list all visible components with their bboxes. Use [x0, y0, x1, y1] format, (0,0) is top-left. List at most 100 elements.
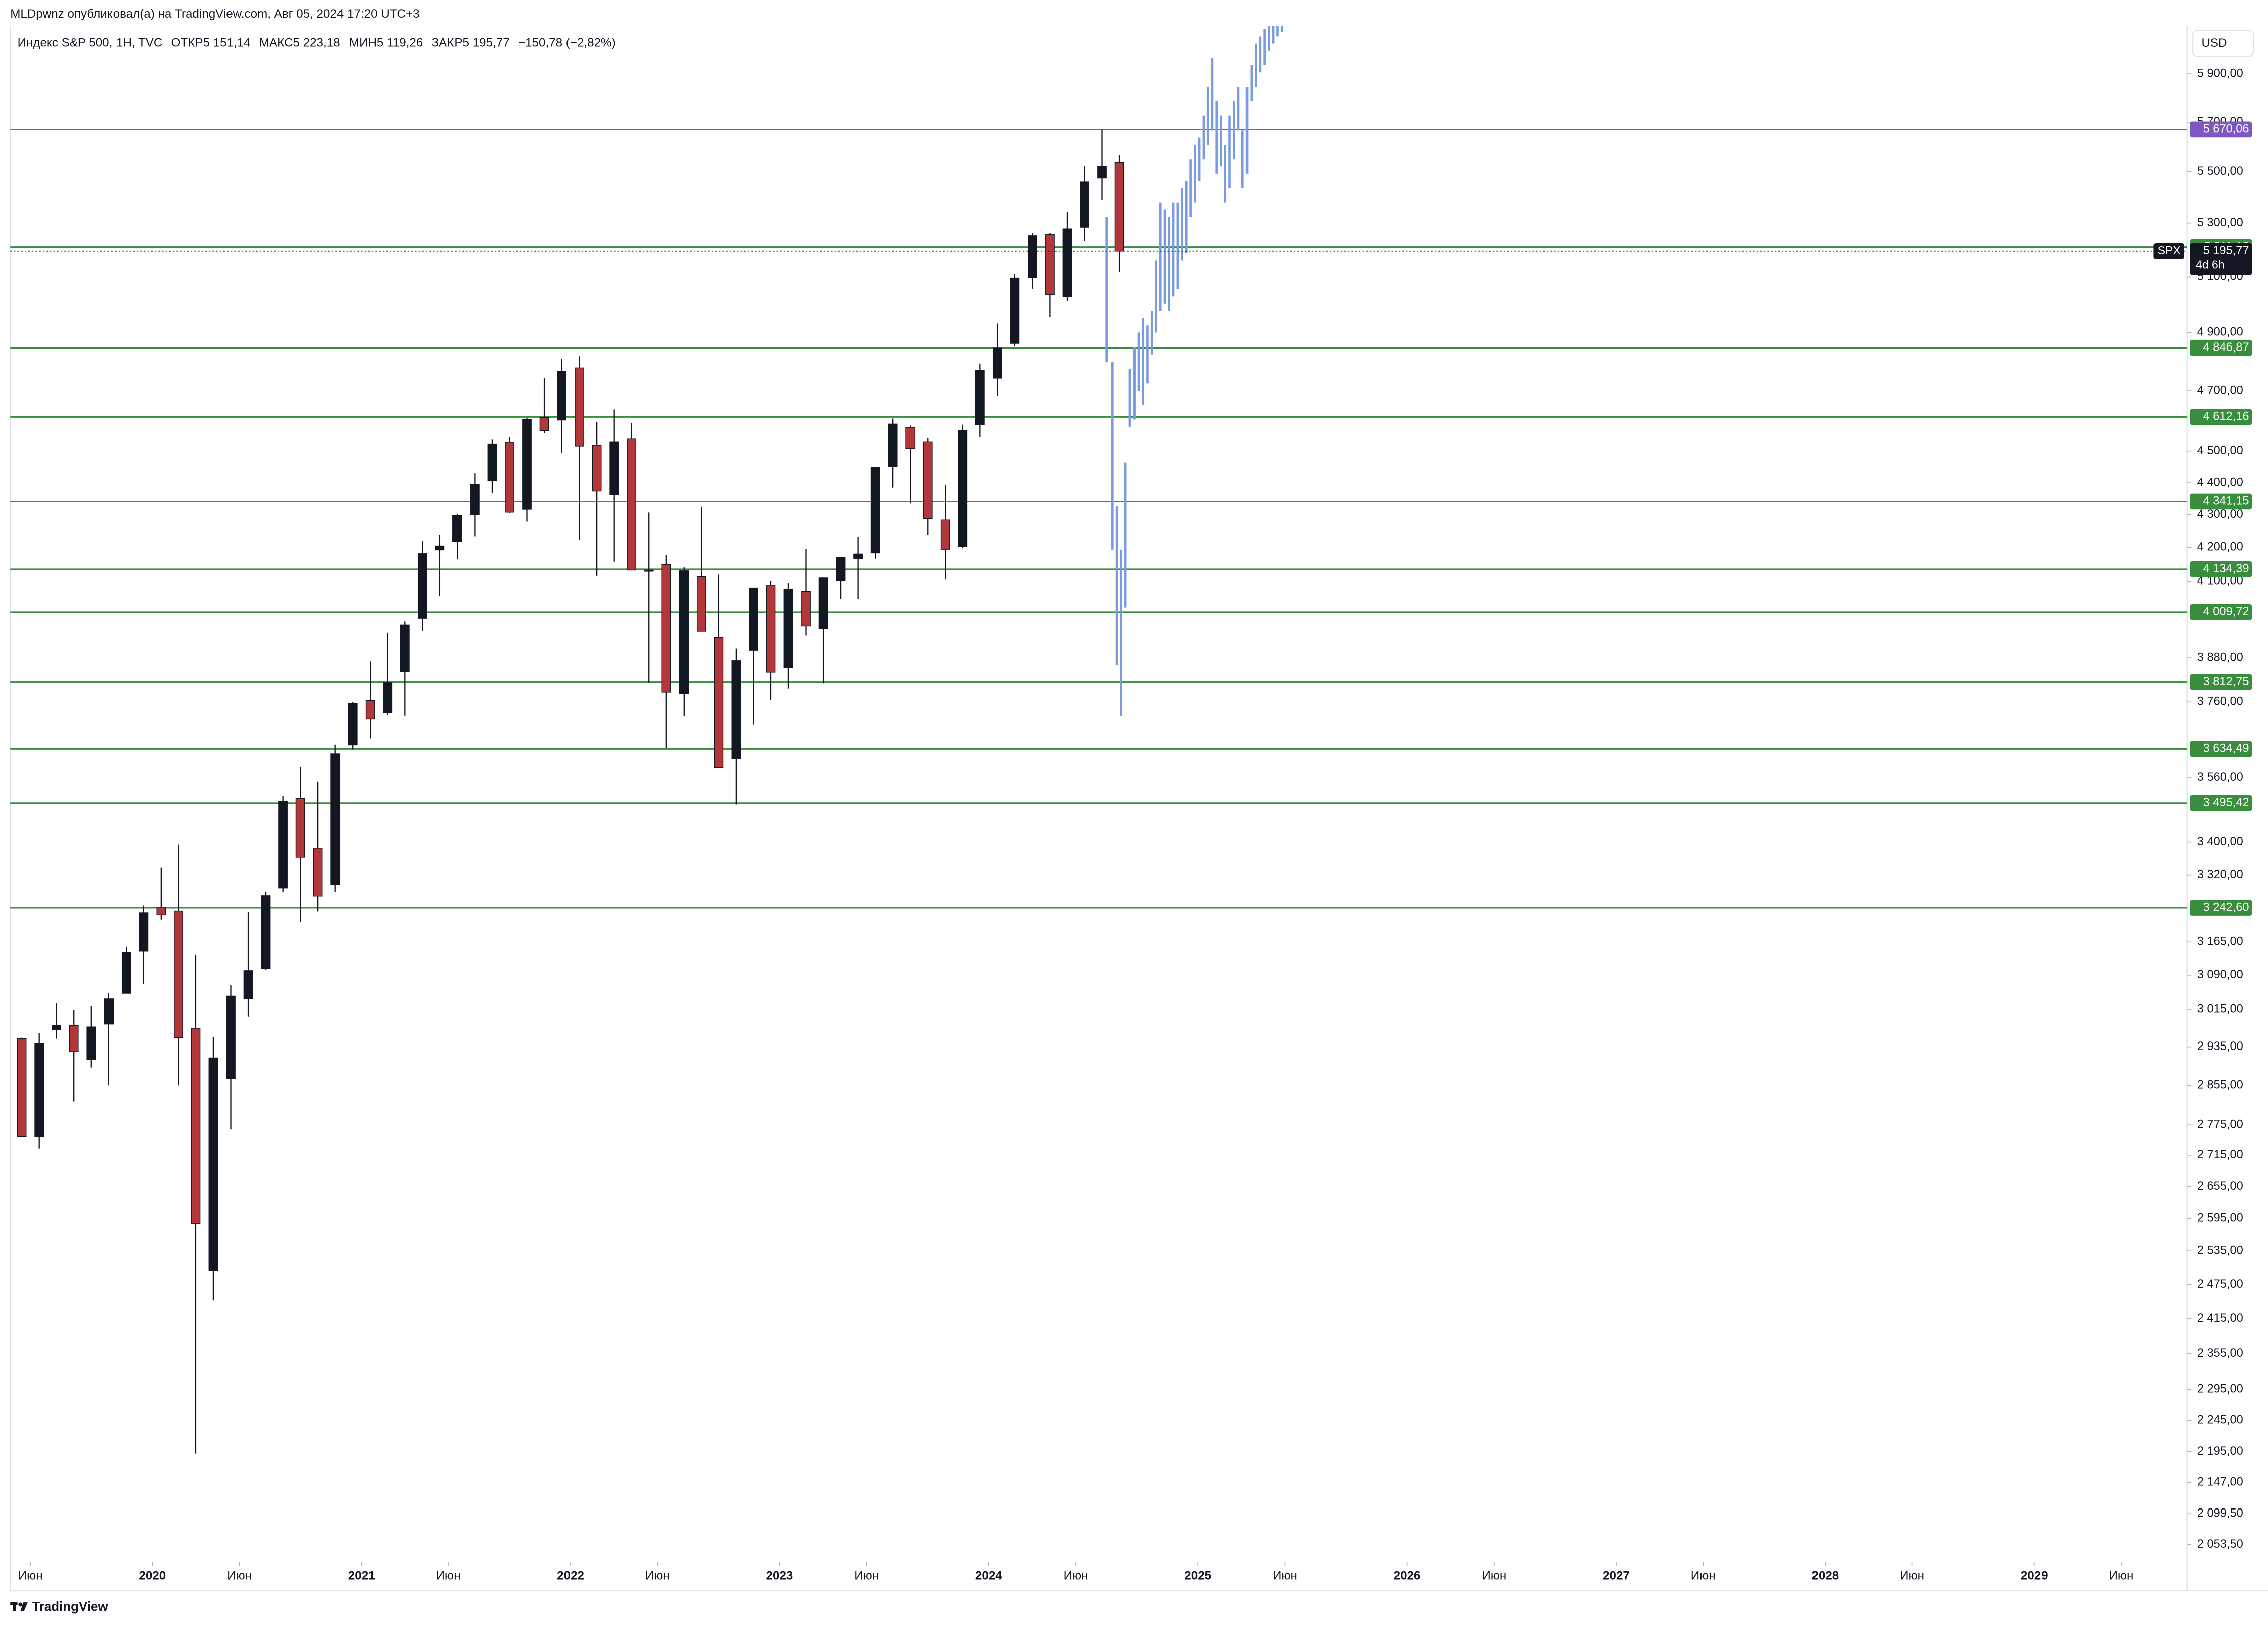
x-tick-label: Июн: [1900, 1569, 1924, 1583]
currency-button[interactable]: [2192, 30, 2254, 57]
x-tick-label: Июн: [854, 1569, 879, 1583]
y-tick-label: 2 099,50: [2197, 1507, 2243, 1520]
level-label: 3 242,60: [2203, 901, 2249, 914]
footer-logo: [10, 1602, 28, 1611]
y-tick-label: 4 300,00: [2197, 508, 2243, 521]
candle-body: [592, 445, 602, 492]
level-badge: [2190, 674, 2252, 690]
logo-part: [18, 1602, 23, 1607]
candle-body: [139, 912, 149, 952]
y-tick-label: 4 500,00: [2197, 444, 2243, 457]
level-badge: [2190, 121, 2252, 138]
candle-body: [295, 798, 305, 858]
candle-body: [348, 703, 358, 746]
candle-body: [261, 895, 271, 969]
y-tick-label: 2 655,00: [2197, 1180, 2243, 1193]
candle-body: [1097, 166, 1107, 179]
legend-field-value: 5 195,77: [463, 36, 510, 50]
symbol-badge: [2153, 243, 2184, 259]
y-tick-label: 4 400,00: [2197, 476, 2243, 489]
candle-body: [383, 682, 393, 713]
y-tick-label: 4 200,00: [2197, 540, 2243, 553]
level-badge: [2190, 900, 2252, 916]
candle-body: [400, 624, 410, 672]
footer-brand: TradingView: [32, 1600, 108, 1614]
y-tick-label: 2 053,50: [2197, 1538, 2243, 1551]
candle-body: [1010, 277, 1020, 344]
level-label: 4 846,87: [2203, 341, 2249, 354]
candle-body: [86, 1026, 96, 1060]
candle-body: [1045, 234, 1055, 295]
x-tick-label: Июн: [227, 1569, 252, 1583]
level-label: 3 634,49: [2203, 742, 2249, 755]
x-tick-label: Июн: [1273, 1569, 1297, 1583]
candle-body: [69, 1025, 79, 1052]
level-label: 5 670,06: [2203, 123, 2249, 136]
legend-field-label: МИН: [349, 36, 377, 50]
candle-body: [522, 419, 532, 510]
candle-body: [870, 467, 880, 554]
candle-body: [1080, 181, 1089, 228]
x-tick-label: Июн: [2109, 1569, 2133, 1583]
y-tick-label: 5 300,00: [2197, 216, 2243, 229]
candle-body: [940, 519, 950, 550]
x-tick-label: 2020: [139, 1569, 166, 1583]
level-label: 4 341,15: [2203, 495, 2249, 508]
x-tick-label: 2028: [1811, 1569, 1839, 1583]
candle-body: [452, 515, 462, 542]
y-tick-label: 2 775,00: [2197, 1118, 2243, 1131]
candle-body: [766, 585, 776, 673]
candle-body: [749, 587, 758, 651]
candle-body: [278, 801, 288, 889]
candle-body: [243, 970, 253, 999]
candle-body: [505, 442, 514, 513]
legend-text: Индекс S&P 500, 1H, TVC ОТКР5 151,14 МАКС 5…: [18, 36, 616, 50]
candle-body: [208, 1057, 218, 1271]
candle-body: [975, 370, 985, 425]
candle-body: [487, 443, 497, 482]
candle-body: [417, 553, 427, 619]
y-tick-label: 2 245,00: [2197, 1414, 2243, 1427]
legend-field-value: 5 151,14: [203, 36, 250, 50]
candle-body: [801, 591, 811, 627]
symbol-label: SPX: [2158, 244, 2181, 257]
legend-symbol: Индекс S&P 500, 1H, TVC: [18, 36, 163, 50]
candle-body: [679, 570, 689, 694]
y-tick-label: 2 535,00: [2197, 1244, 2243, 1257]
x-tick-label: Июн: [436, 1569, 461, 1583]
x-tick-label: 2024: [975, 1569, 1002, 1583]
y-tick-label: 3 320,00: [2197, 868, 2243, 881]
level-badge: [2190, 741, 2252, 757]
y-tick-label: 3 400,00: [2197, 835, 2243, 848]
y-tick-label: 2 595,00: [2197, 1212, 2243, 1225]
candle-body: [1114, 162, 1124, 252]
x-tick-label: 2025: [1184, 1569, 1211, 1583]
candle-body: [836, 557, 846, 581]
currency-label: USD: [2201, 36, 2227, 50]
candle-body: [330, 753, 341, 885]
last-price-label: 5 195,77: [2203, 244, 2249, 257]
legend-field-label: МАКС: [259, 36, 293, 50]
candle-body: [731, 660, 741, 759]
x-tick-label: Июн: [645, 1569, 670, 1583]
level-badge: [2190, 604, 2252, 620]
attribution: MLDpwnz опубликовал(а) на TradingView.co…: [10, 7, 419, 21]
y-tick-label: 2 295,00: [2197, 1382, 2243, 1396]
candle-body: [539, 417, 549, 431]
candle-body: [905, 427, 916, 449]
candle-body: [557, 371, 566, 421]
candle-body: [958, 430, 968, 547]
level-badge: [2190, 339, 2252, 356]
candle-body: [992, 347, 1002, 379]
level-label: 3 812,75: [2203, 675, 2249, 688]
legend-field-label: ОТКР: [171, 36, 203, 50]
candle-body: [714, 637, 724, 768]
level-badge: [2190, 795, 2252, 811]
level-label: 3 495,42: [2203, 796, 2249, 809]
level-badge: [2190, 561, 2252, 577]
candle-body: [661, 564, 671, 693]
x-tick-label: 2029: [2021, 1569, 2048, 1583]
x-tick-label: Июн: [1691, 1569, 1716, 1583]
candle-body: [34, 1043, 44, 1138]
